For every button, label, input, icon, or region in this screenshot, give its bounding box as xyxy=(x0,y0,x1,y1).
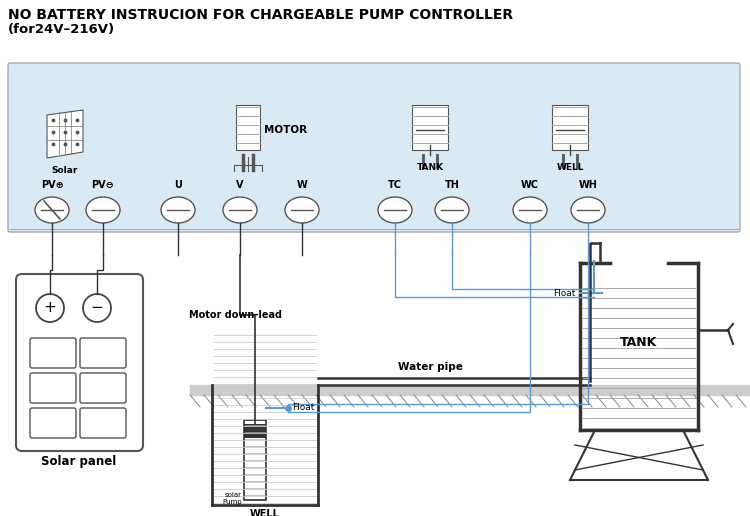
Ellipse shape xyxy=(285,197,319,223)
Text: Motor down-lead: Motor down-lead xyxy=(189,310,282,320)
Text: Solar: Solar xyxy=(52,166,78,175)
Text: PV⊖: PV⊖ xyxy=(92,180,114,190)
FancyBboxPatch shape xyxy=(16,274,143,451)
Ellipse shape xyxy=(161,197,195,223)
FancyBboxPatch shape xyxy=(80,338,126,368)
Circle shape xyxy=(36,294,64,322)
FancyBboxPatch shape xyxy=(30,408,76,438)
Text: Water pipe: Water pipe xyxy=(398,362,463,372)
Circle shape xyxy=(83,294,111,322)
Text: TANK: TANK xyxy=(416,163,443,172)
Text: WH: WH xyxy=(578,180,598,190)
Text: MOTOR: MOTOR xyxy=(264,125,308,135)
Bar xyxy=(552,105,588,150)
FancyBboxPatch shape xyxy=(30,373,76,403)
Polygon shape xyxy=(47,110,83,158)
Text: Float: Float xyxy=(553,288,575,298)
Text: solar
Pump: solar Pump xyxy=(222,492,242,505)
Bar xyxy=(236,105,260,150)
Text: WC: WC xyxy=(521,180,539,190)
Text: W: W xyxy=(296,180,307,190)
Text: NO BATTERY INSTRUCION FOR CHARGEABLE PUMP CONTROLLER: NO BATTERY INSTRUCION FOR CHARGEABLE PUM… xyxy=(8,8,513,22)
Ellipse shape xyxy=(86,197,120,223)
FancyBboxPatch shape xyxy=(30,338,76,368)
Ellipse shape xyxy=(513,197,547,223)
FancyBboxPatch shape xyxy=(8,63,740,232)
Text: (for24V–216V): (for24V–216V) xyxy=(8,23,115,36)
Ellipse shape xyxy=(223,197,257,223)
Text: −: − xyxy=(91,300,104,315)
Ellipse shape xyxy=(35,197,69,223)
Bar xyxy=(244,420,266,500)
Text: V: V xyxy=(236,180,244,190)
Text: U: U xyxy=(174,180,182,190)
Text: Solar panel: Solar panel xyxy=(41,455,117,468)
Ellipse shape xyxy=(435,197,469,223)
Text: TANK: TANK xyxy=(620,336,658,349)
Text: PV⊕: PV⊕ xyxy=(40,180,63,190)
Text: Float: Float xyxy=(292,404,314,412)
Bar xyxy=(244,424,266,438)
Text: TH: TH xyxy=(445,180,460,190)
Text: TC: TC xyxy=(388,180,402,190)
Bar xyxy=(412,105,448,150)
Ellipse shape xyxy=(378,197,412,223)
Text: +: + xyxy=(44,300,56,315)
Ellipse shape xyxy=(571,197,605,223)
FancyBboxPatch shape xyxy=(80,408,126,438)
Text: WELL: WELL xyxy=(556,163,584,172)
Text: WELL: WELL xyxy=(250,509,280,516)
FancyBboxPatch shape xyxy=(80,373,126,403)
